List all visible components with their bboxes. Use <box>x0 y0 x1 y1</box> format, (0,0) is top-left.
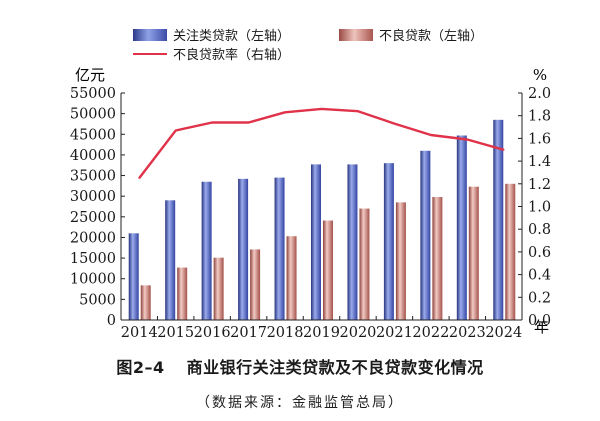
x-tick-label: 2022 <box>412 325 449 341</box>
npl-ratio-point-2014 <box>138 177 141 179</box>
bar-attention-loans-2019 <box>311 164 321 320</box>
npl-ratio-point-2018 <box>284 111 286 114</box>
bar-attention-loans-2021 <box>383 163 394 320</box>
x-tick-label: 2017 <box>230 325 267 341</box>
bar-attention-loans-2017 <box>238 178 249 320</box>
bar-attention-loans-2023 <box>456 135 467 320</box>
x-tick-label: 2016 <box>194 325 231 341</box>
legend-item-npl-ratio: 不良贷款率（右轴） <box>133 44 290 63</box>
npl-ratio-point-2024 <box>502 148 505 151</box>
y-left-tick-label: 15000 <box>70 251 116 267</box>
bar-nonperforming-loans-2021 <box>395 202 406 320</box>
npl-ratio-point-2017 <box>247 121 250 124</box>
bar-attention-loans-2024 <box>493 119 504 320</box>
bar-nonperforming-loans-2017 <box>250 249 261 320</box>
legend-swatch-red <box>339 28 373 41</box>
bar-nonperforming-loans-2018 <box>286 236 297 320</box>
x-unit-label: 年 <box>534 318 549 336</box>
bar-attention-loans-2022 <box>420 150 431 320</box>
x-tick-label: 2023 <box>449 325 486 341</box>
figure-source: （数据来源：金融监管总局） <box>196 395 404 411</box>
bar-nonperforming-loans-2019 <box>323 220 333 320</box>
npl-ratio-line <box>138 107 505 179</box>
legend-swatch-blue <box>133 28 167 41</box>
legend-item-attention-loans: 关注类贷款（左轴） <box>133 25 290 44</box>
y-right-tick-label: 1.0 <box>528 200 551 216</box>
npl-ratio-point-2022 <box>430 134 432 136</box>
bar-attention-loans-2014 <box>128 233 139 320</box>
npl-ratio-point-2016 <box>211 121 213 124</box>
y-left-tick-label: 40000 <box>70 148 116 164</box>
y-left-tick-label: 35000 <box>70 169 116 185</box>
chart-canvas: 0 5000 10000 15000 20000 25000 30000 35000 40000… <box>70 66 551 341</box>
y-left-tick-label: 55000 <box>70 86 116 102</box>
x-tick-label: 2014 <box>121 325 158 341</box>
y-left-tick-label: 10000 <box>70 272 116 288</box>
legend-item-nonperforming-loans: 不良贷款（左轴） <box>339 25 483 44</box>
legend-label-nonperforming-loans: 不良贷款（左轴） <box>379 29 484 44</box>
figure-number: 图2–4 <box>116 358 165 377</box>
figure-title: 图2–4 商业银行关注类贷款及不良贷款变化情况 <box>0 354 600 378</box>
npl-ratio-point-2021 <box>393 122 396 125</box>
y-right-unit-label: % <box>533 66 547 84</box>
y-left-tick-label: 30000 <box>70 189 116 205</box>
y-right-tick-label: 2.0 <box>528 86 551 102</box>
x-tick-label: 2018 <box>267 325 304 341</box>
y-right-tick-label: 1.4 <box>528 154 551 170</box>
y-right-tick-label: 1.8 <box>528 109 551 125</box>
legend-label-attention-loans: 关注类贷款（左轴） <box>173 29 291 44</box>
y-right-tick-label: 1.2 <box>528 177 551 193</box>
npl-ratio-point-2015 <box>174 129 177 132</box>
x-tick-label: 2024 <box>485 325 522 341</box>
bar-attention-loans-2018 <box>274 177 285 320</box>
npl-ratio-point-2023 <box>466 138 469 141</box>
y-right-tick-label: 0.8 <box>528 222 551 238</box>
bar-nonperforming-loans-2023 <box>468 186 479 320</box>
x-tick-label: 2015 <box>157 325 194 341</box>
y-left-tick-label: 0 <box>107 313 116 329</box>
bar-nonperforming-loans-2014 <box>140 285 151 320</box>
y-left-tick-label: 50000 <box>70 107 116 123</box>
bar-attention-loans-2016 <box>201 181 212 320</box>
bar-attention-loans-2015 <box>165 200 176 320</box>
x-tick-label: 2021 <box>376 325 413 341</box>
bar-nonperforming-loans-2024 <box>505 183 516 320</box>
npl-ratio-point-2019 <box>320 108 323 110</box>
x-tick-label: 2020 <box>340 325 377 341</box>
y-left-tick-label: 5000 <box>79 292 116 308</box>
bar-nonperforming-loans-2016 <box>213 257 224 320</box>
bar-nonperforming-loans-2015 <box>177 267 188 320</box>
y-right-tick-label: 0.2 <box>528 290 551 306</box>
y-left-unit-label: 亿元 <box>75 66 105 84</box>
y-left-tick-label: 20000 <box>70 230 116 246</box>
bar-nonperforming-loans-2022 <box>432 197 443 320</box>
y-left-tick-label: 45000 <box>70 127 116 143</box>
bar-nonperforming-loans-2020 <box>359 208 370 320</box>
y-right-tick-label: 0.4 <box>528 268 551 284</box>
y-left-tick-label: 25000 <box>70 210 116 226</box>
legend-swatch-line <box>133 52 167 55</box>
figure-title-text: 商业银行关注类贷款及不良贷款变化情况 <box>186 358 484 377</box>
y-right-tick-label: 0.6 <box>528 245 551 261</box>
legend-label-npl-ratio: 不良贷款率（右轴） <box>173 48 291 63</box>
x-tick-label: 2019 <box>303 325 340 341</box>
y-right-tick-label: 1.6 <box>528 131 551 147</box>
y-right-tick-label: 0.0 <box>528 313 551 329</box>
bar-attention-loans-2020 <box>347 164 358 320</box>
npl-ratio-point-2020 <box>357 110 359 112</box>
